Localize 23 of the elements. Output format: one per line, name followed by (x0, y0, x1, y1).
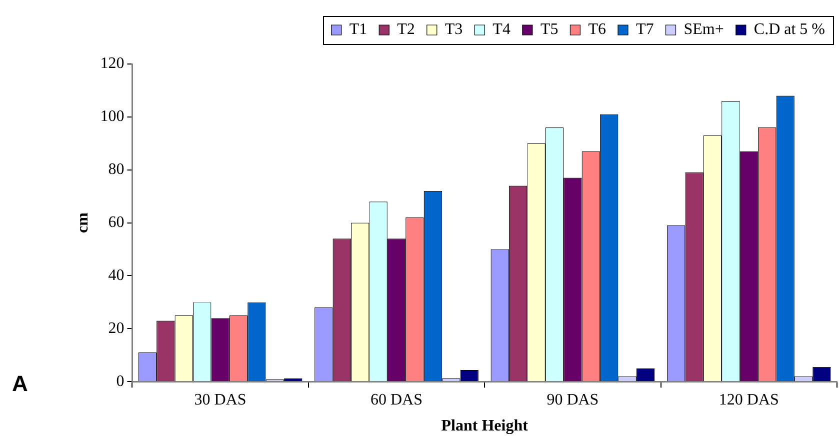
y-tick-label: 20 (108, 320, 124, 337)
legend-label: C.D at 5 % (754, 21, 826, 38)
y-tick-label: 60 (108, 214, 124, 232)
x-tick-label: 30 DAS (194, 391, 246, 408)
y-tick-label: 120 (100, 55, 124, 72)
legend-label: SEm+ (684, 21, 724, 38)
y-tick-label: 40 (108, 266, 124, 284)
x-axis-title: Plant Height (441, 418, 529, 435)
legend-label: T7 (636, 21, 654, 38)
y-tick-label: 0 (116, 372, 124, 390)
x-tick-label: 120 DAS (718, 391, 779, 408)
legend-label: T3 (444, 21, 463, 38)
legend-label: T5 (540, 21, 558, 38)
y-axis-title: cm (74, 212, 92, 234)
x-tick-label: 90 DAS (546, 391, 599, 408)
legend-label: T4 (492, 21, 510, 38)
text: A (12, 371, 28, 396)
y-tick-label: 80 (108, 161, 124, 178)
legend-label: T2 (397, 21, 415, 38)
legend-label: T6 (588, 21, 606, 38)
x-tick-label: 60 DAS (370, 391, 423, 408)
legend-label: T1 (349, 21, 368, 38)
y-tick-label: 100 (100, 108, 124, 126)
